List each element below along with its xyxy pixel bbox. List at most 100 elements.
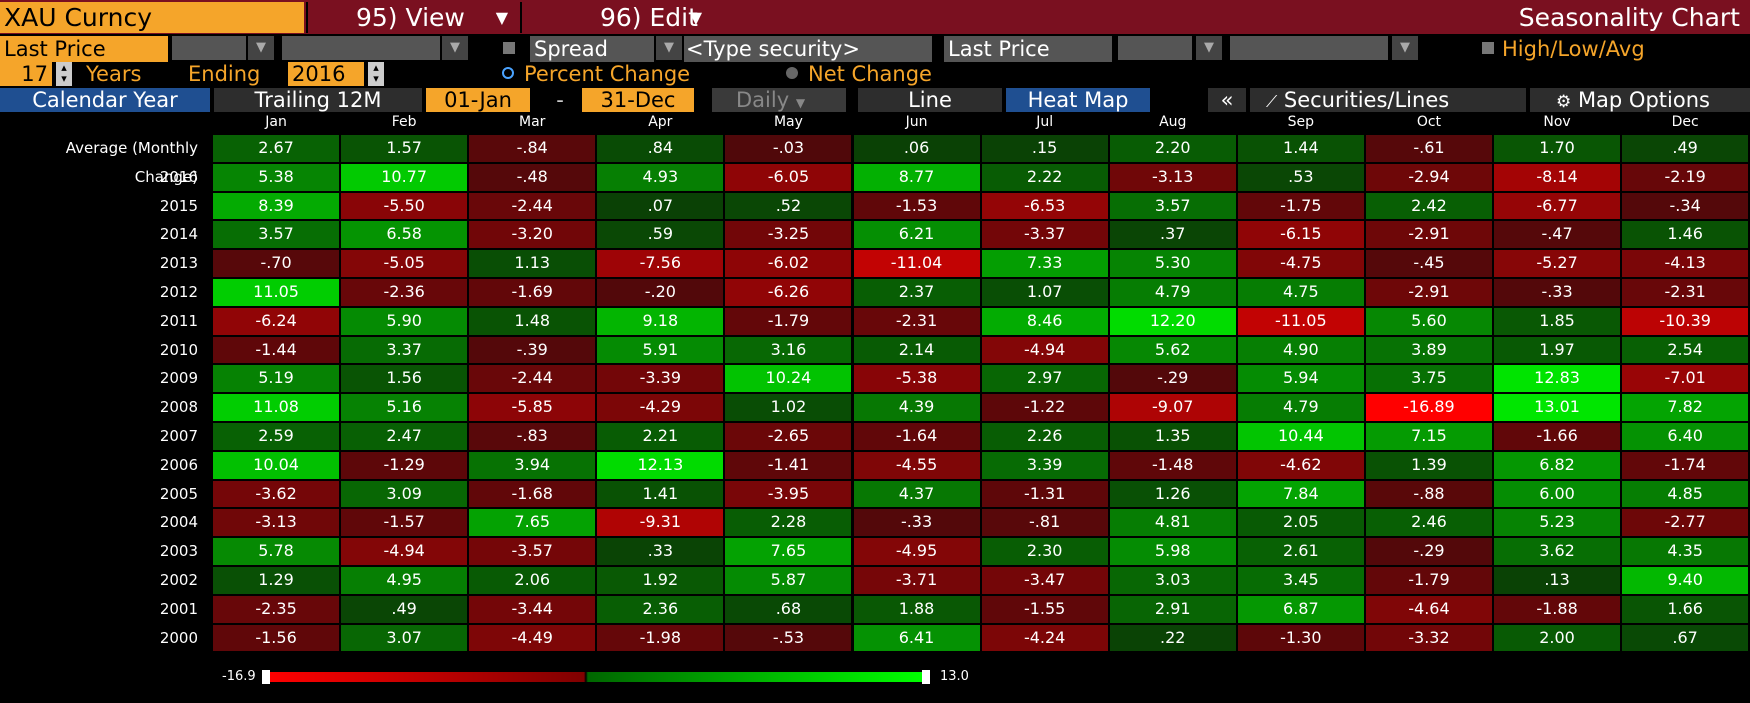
heatmap-cell[interactable]: -3.44 (468, 594, 597, 624)
heatmap-cell[interactable]: 2.59 (212, 422, 341, 451)
heatmap-cell[interactable]: 1.97 (1493, 335, 1622, 365)
heatmap-cell[interactable]: 1.39 (1364, 450, 1493, 480)
heatmap-cell[interactable]: -7.01 (1621, 364, 1750, 394)
heatmap-cell[interactable]: -4.94 (980, 335, 1109, 365)
heatmap-cell[interactable]: 5.38 (212, 162, 341, 192)
heatmap-cell[interactable]: -4.13 (1621, 249, 1750, 278)
heatmap-cell[interactable]: -11.05 (1236, 306, 1365, 336)
heatmap-cell[interactable]: 12.20 (1108, 306, 1237, 336)
heatmap-cell[interactable]: 4.93 (596, 162, 725, 192)
heatmap-cell[interactable]: 6.40 (1621, 422, 1750, 451)
heatmap-cell[interactable]: 9.18 (596, 306, 725, 336)
heatmap-cell[interactable]: 2.47 (340, 422, 469, 451)
heatmap-cell[interactable]: -6.77 (1493, 191, 1622, 221)
heatmap-cell[interactable]: 2.42 (1364, 191, 1493, 221)
heatmap-cell[interactable]: .53 (1236, 162, 1365, 192)
heatmap-cell[interactable]: -2.77 (1621, 508, 1750, 538)
heatmap-cell[interactable]: -3.39 (596, 364, 725, 394)
heatmap-cell[interactable]: 1.41 (596, 479, 725, 509)
heatmap-cell[interactable]: -2.35 (212, 594, 341, 624)
heatmap-cell[interactable]: -3.57 (468, 537, 597, 566)
heatmap-cell[interactable]: -5.85 (468, 393, 597, 422)
heatmap-cell[interactable]: 3.03 (1108, 566, 1237, 595)
heatmap-cell[interactable]: 5.90 (340, 306, 469, 336)
heatmap-cell[interactable]: 7.33 (980, 249, 1109, 278)
heatmap-cell[interactable]: -5.05 (340, 249, 469, 278)
heatmap-cell[interactable]: 8.77 (852, 162, 981, 192)
heatmap-cell[interactable]: -4.24 (980, 623, 1109, 653)
heatmap-cell[interactable]: 2.00 (1493, 623, 1622, 653)
heatmap-cell[interactable]: -6.26 (724, 278, 853, 307)
heatmap-cell[interactable]: -2.36 (340, 278, 469, 307)
heatmap-cell[interactable]: 3.45 (1236, 566, 1365, 595)
heatmap-cell[interactable]: 2.37 (852, 278, 981, 307)
heatmap-cell[interactable]: -.84 (468, 134, 597, 163)
high-low-avg-checkbox[interactable] (1482, 42, 1494, 54)
heatmap-cell[interactable]: -3.95 (724, 479, 853, 509)
heatmap-cell[interactable]: -.20 (596, 278, 725, 307)
heatmap-cell[interactable]: 11.05 (212, 278, 341, 307)
heatmap-cell[interactable]: .49 (1621, 134, 1750, 163)
heatmap-cell[interactable]: 7.84 (1236, 479, 1365, 509)
heatmap-cell[interactable]: -.29 (1108, 364, 1237, 394)
heatmap-cell[interactable]: -1.69 (468, 278, 597, 307)
heatmap-cell[interactable]: -2.44 (468, 191, 597, 221)
heatmap-cell[interactable]: 1.26 (1108, 479, 1237, 509)
heatmap-cell[interactable]: -2.94 (1364, 162, 1493, 192)
heatmap-cell[interactable]: -5.50 (340, 191, 469, 221)
ending-year-input[interactable]: 2016 (288, 62, 364, 86)
heatmap-cell[interactable]: 2.22 (980, 162, 1109, 192)
heatmap-cell[interactable]: 2.05 (1236, 508, 1365, 538)
heatmap-cell[interactable]: .13 (1493, 566, 1622, 595)
heatmap-cell[interactable]: 4.79 (1236, 393, 1365, 422)
heatmap-cell[interactable]: -.83 (468, 422, 597, 451)
heatmap-cell[interactable]: -1.64 (852, 422, 981, 451)
heatmap-cell[interactable]: -1.79 (724, 306, 853, 336)
heatmap-cell[interactable]: 2.36 (596, 594, 725, 624)
heatmap-cell[interactable]: 7.15 (1364, 422, 1493, 451)
heatmap-cell[interactable]: -1.66 (1493, 422, 1622, 451)
heatmap-cell[interactable]: -3.13 (1108, 162, 1237, 192)
heatmap-cell[interactable]: 1.66 (1621, 594, 1750, 624)
heatmap-cell[interactable]: .59 (596, 220, 725, 250)
heatmap-cell[interactable]: 5.23 (1493, 508, 1622, 538)
heatmap-cell[interactable]: -.61 (1364, 134, 1493, 163)
tab-heat-map[interactable]: Heat Map (1006, 88, 1150, 112)
heatmap-cell[interactable]: -8.14 (1493, 162, 1622, 192)
heatmap-cell[interactable]: -6.53 (980, 191, 1109, 221)
heatmap-cell[interactable]: -.48 (468, 162, 597, 192)
heatmap-cell[interactable]: -1.55 (980, 594, 1109, 624)
heatmap-cell[interactable]: 3.62 (1493, 537, 1622, 566)
tab-line[interactable]: Line (858, 88, 1002, 112)
heatmap-cell[interactable]: -4.75 (1236, 249, 1365, 278)
heatmap-cell[interactable]: 1.02 (724, 393, 853, 422)
heatmap-cell[interactable]: -1.44 (212, 335, 341, 365)
security-field[interactable]: XAU Curncy (0, 2, 304, 33)
legend-min-handle[interactable] (262, 670, 270, 684)
collapse-button[interactable]: « (1208, 88, 1246, 112)
heatmap-cell[interactable]: 7.65 (468, 508, 597, 538)
heatmap-cell[interactable]: -4.55 (852, 450, 981, 480)
heatmap-cell[interactable]: -.33 (1493, 278, 1622, 307)
heatmap-cell[interactable]: 2.14 (852, 335, 981, 365)
net-change-radio[interactable] (786, 67, 798, 79)
heatmap-cell[interactable]: 6.82 (1493, 450, 1622, 480)
heatmap-cell[interactable]: 4.85 (1621, 479, 1750, 509)
heatmap-cell[interactable]: -5.27 (1493, 249, 1622, 278)
heatmap-cell[interactable]: 5.62 (1108, 335, 1237, 365)
heatmap-cell[interactable]: .49 (340, 594, 469, 624)
heatmap-cell[interactable]: -2.31 (852, 306, 981, 336)
heatmap-cell[interactable]: -6.05 (724, 162, 853, 192)
heatmap-cell[interactable]: 5.16 (340, 393, 469, 422)
heatmap-cell[interactable]: 1.44 (1236, 134, 1365, 163)
heatmap-cell[interactable]: 1.13 (468, 249, 597, 278)
heatmap-cell[interactable]: 5.91 (596, 335, 725, 365)
heatmap-cell[interactable]: 2.54 (1621, 335, 1750, 365)
ending-year-stepper[interactable]: ▴ ▾ (368, 62, 384, 86)
heatmap-cell[interactable]: 1.88 (852, 594, 981, 624)
heatmap-cell[interactable]: -3.71 (852, 566, 981, 595)
heatmap-cell[interactable]: 13.01 (1493, 393, 1622, 422)
heatmap-cell[interactable]: 4.37 (852, 479, 981, 509)
start-date-input[interactable]: 01-Jan (426, 88, 530, 112)
heatmap-cell[interactable]: 4.39 (852, 393, 981, 422)
